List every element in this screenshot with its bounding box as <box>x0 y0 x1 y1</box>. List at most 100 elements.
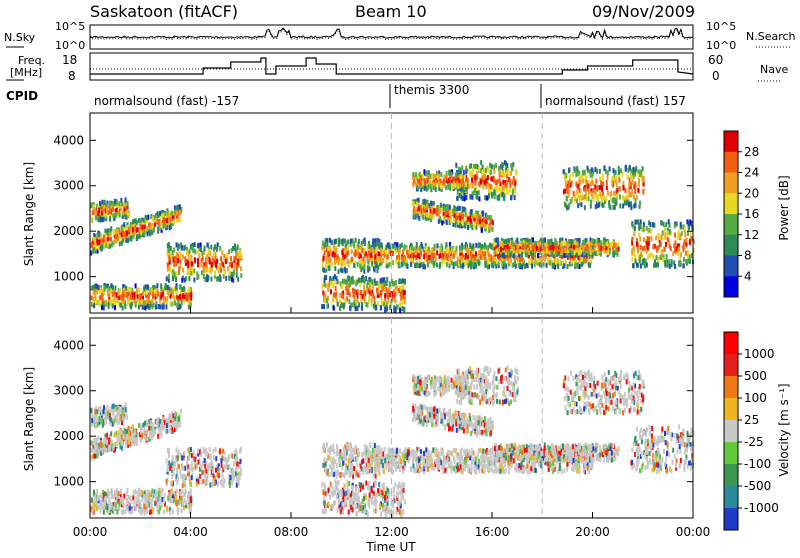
heatmap-cell <box>100 217 102 222</box>
heatmap-cell <box>604 165 606 170</box>
heatmap-cell <box>626 194 628 199</box>
heatmap-cell <box>216 259 218 264</box>
heatmap-cell <box>321 304 323 309</box>
heatmap-cell <box>606 180 608 185</box>
heatmap-cell <box>471 177 473 182</box>
heatmap-cell <box>415 209 417 214</box>
heatmap-cell <box>486 196 488 201</box>
heatmap-cell <box>459 206 461 211</box>
heatmap-cell <box>640 264 642 269</box>
heatmap-cell <box>169 268 171 273</box>
heatmap-cell <box>687 231 689 236</box>
heatmap-cell <box>393 282 395 287</box>
heatmap-cell <box>437 205 439 210</box>
heatmap-cell <box>668 219 670 224</box>
heatmap-cell <box>600 240 602 245</box>
heatmap-cell <box>367 280 369 285</box>
heatmap-cell <box>174 256 176 261</box>
heatmap-cell <box>174 301 176 306</box>
heatmap-cell <box>324 282 326 287</box>
heatmap-cell <box>327 251 329 256</box>
heatmap-cell <box>493 178 495 183</box>
heatmap-cell <box>530 251 532 256</box>
heatmap-cell <box>170 223 172 228</box>
heatmap-cell <box>462 263 464 268</box>
heatmap-cell <box>133 500 135 505</box>
heatmap-cell <box>395 280 397 285</box>
heatmap-cell <box>433 174 435 179</box>
heatmap-cell <box>335 286 337 291</box>
heatmap-cell <box>329 276 331 281</box>
heatmap-cell <box>397 247 399 252</box>
heatmap-cell <box>132 437 134 442</box>
heatmap-cell <box>496 249 498 254</box>
heatmap-cell <box>162 421 164 426</box>
heatmap-cell <box>363 291 365 296</box>
heatmap-cell <box>674 223 676 228</box>
heatmap-cell <box>125 413 127 418</box>
heatmap-cell <box>184 245 186 250</box>
heatmap-cell <box>443 174 445 179</box>
heatmap-cell <box>456 246 458 251</box>
heatmap-cell <box>661 249 663 254</box>
heatmap-cell <box>353 243 355 248</box>
heatmap-cell <box>98 208 100 213</box>
heatmap-cell <box>191 256 193 261</box>
heatmap-cell <box>353 303 355 308</box>
heatmap-cell <box>169 414 171 419</box>
heatmap-cell <box>122 497 124 502</box>
heatmap-cell <box>101 206 103 211</box>
heatmap-cell <box>511 240 513 245</box>
heatmap-cell <box>112 404 114 409</box>
heatmap-cell <box>427 261 429 266</box>
heatmap-cell <box>580 249 582 254</box>
heatmap-cell <box>381 284 383 289</box>
heatmap-cell <box>164 493 166 498</box>
heatmap-cell <box>510 195 512 200</box>
heatmap-cell <box>677 251 679 256</box>
heatmap-cell <box>642 246 644 251</box>
heatmap-cell <box>619 186 621 191</box>
heatmap-cell <box>581 257 583 262</box>
heatmap-cell <box>118 236 120 241</box>
heatmap-cell <box>357 306 359 311</box>
heatmap-cell <box>176 211 178 216</box>
heatmap-cell <box>141 299 143 304</box>
heatmap-cell <box>495 163 497 168</box>
heatmap-cell <box>594 184 596 189</box>
heatmap-cell <box>147 231 149 236</box>
heatmap-cell <box>492 220 494 225</box>
heatmap-cell <box>115 502 117 507</box>
heatmap-cell <box>174 422 176 427</box>
heatmap-cell <box>631 175 633 180</box>
heatmap-cell <box>573 191 575 196</box>
heatmap-cell <box>344 254 346 259</box>
heatmap-cell <box>184 278 186 283</box>
heatmap-cell <box>659 235 661 240</box>
heatmap-cell <box>481 255 483 260</box>
heatmap-cell <box>476 191 478 196</box>
heatmap-cell <box>509 188 511 193</box>
heatmap-cell <box>332 298 334 303</box>
heatmap-cell <box>143 494 145 499</box>
heatmap-cell <box>225 276 227 281</box>
heatmap-cell <box>439 253 441 258</box>
heatmap-cell <box>571 181 573 186</box>
heatmap-cell <box>603 195 605 200</box>
heatmap-cell <box>440 172 442 177</box>
heatmap-cell <box>402 250 404 255</box>
heatmap-cell <box>154 501 156 506</box>
heatmap-cell <box>388 249 390 254</box>
heatmap-cell <box>110 237 112 242</box>
heatmap-cell <box>373 304 375 309</box>
heatmap-cell <box>359 264 361 269</box>
heatmap-cell <box>569 189 571 194</box>
heatmap-cell <box>638 182 640 187</box>
heatmap-cell <box>635 259 637 264</box>
heatmap-cell <box>428 255 430 260</box>
heatmap-cell <box>144 435 146 440</box>
heatmap-cell <box>114 286 116 291</box>
heatmap-cell <box>507 190 509 195</box>
heatmap-cell <box>201 270 203 275</box>
heatmap-cell <box>168 248 170 253</box>
